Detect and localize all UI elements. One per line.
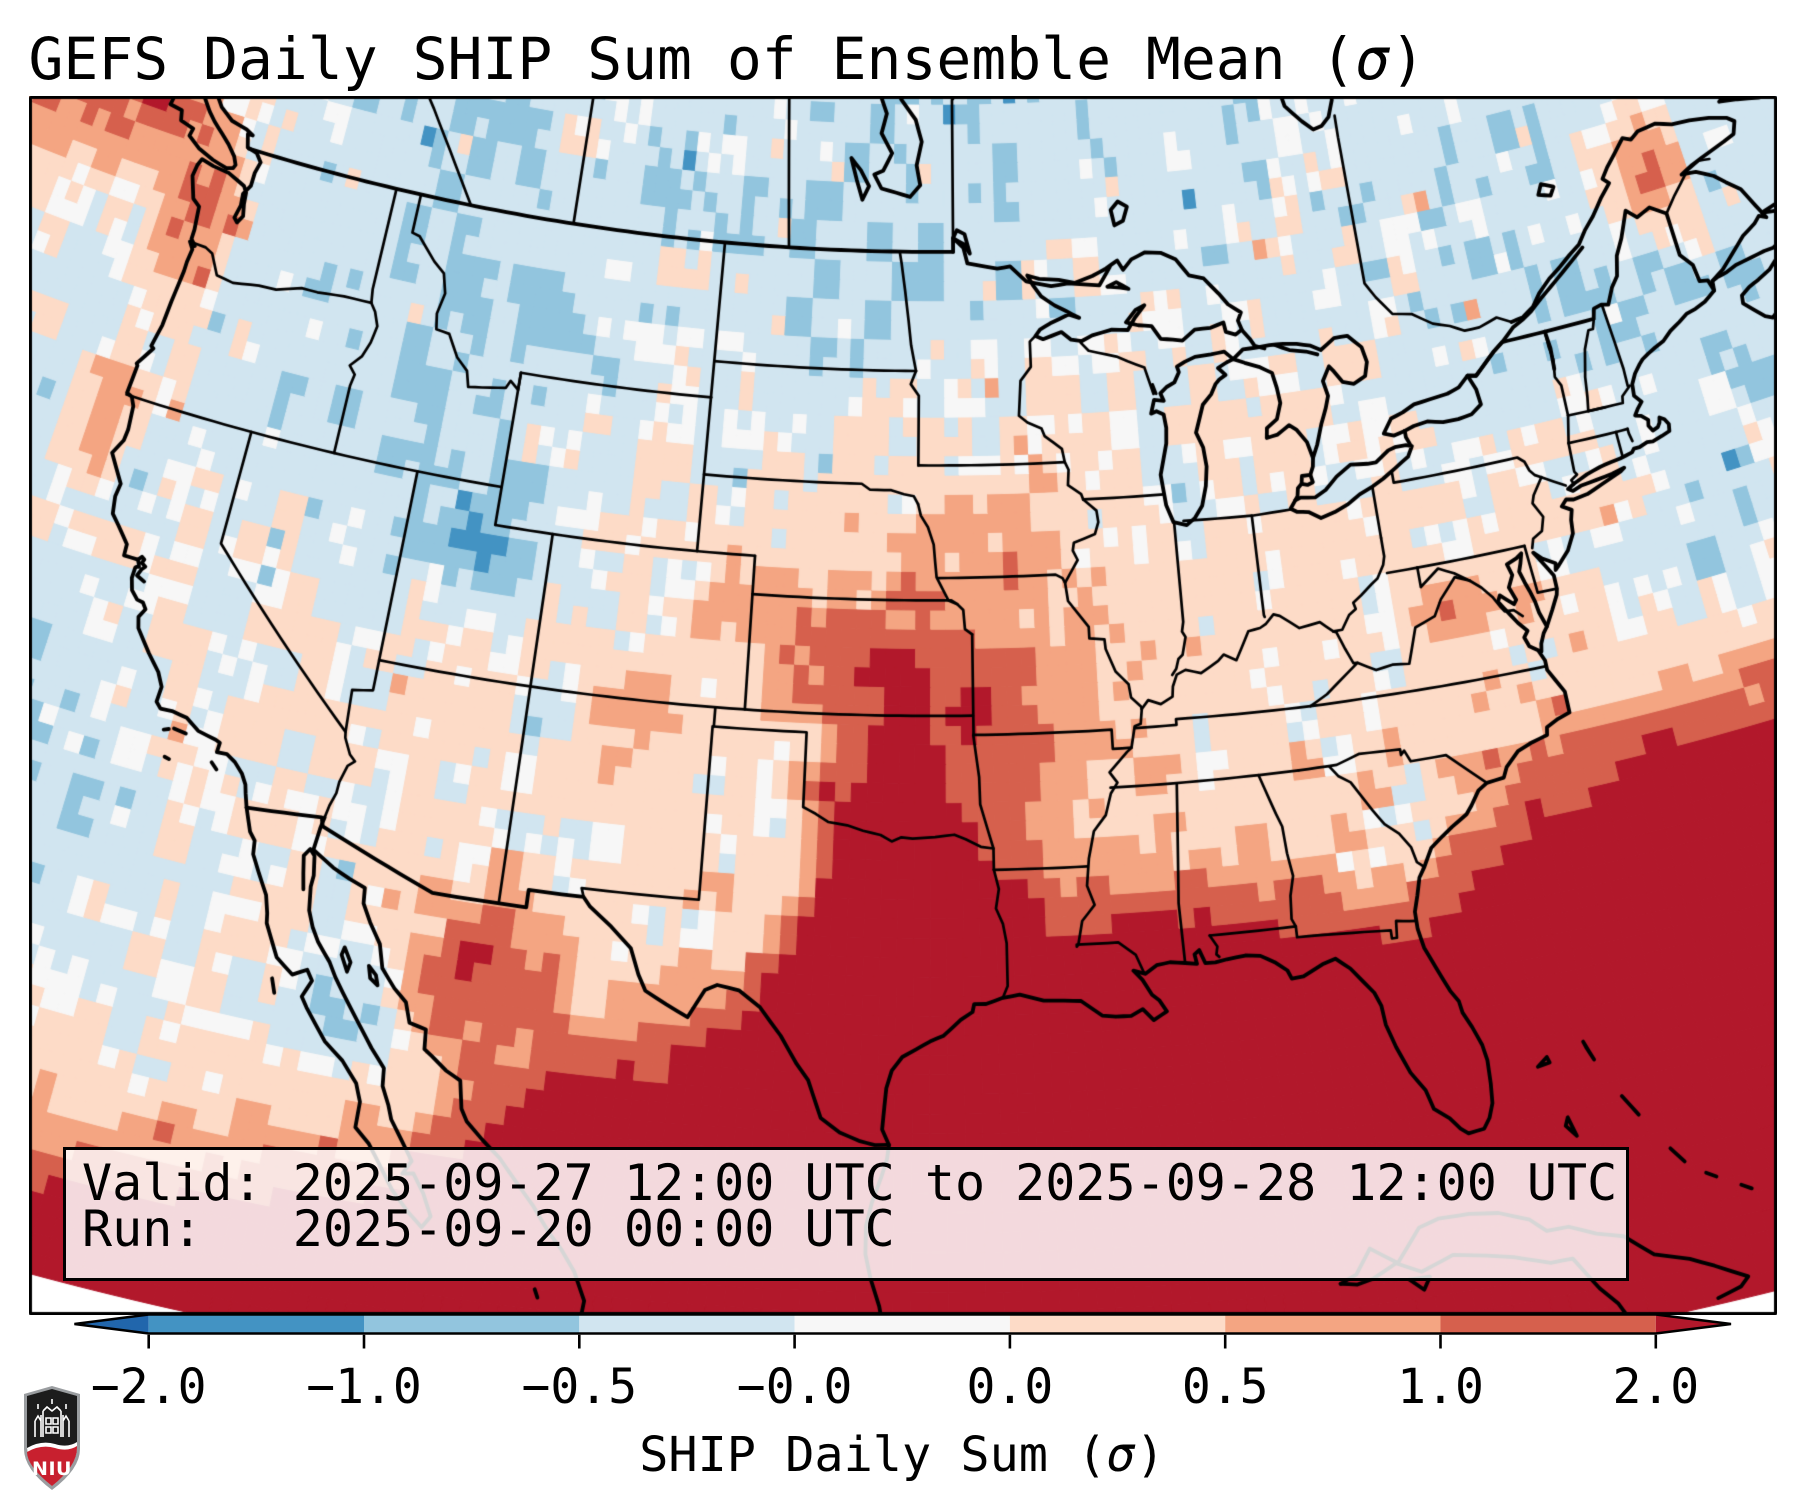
colorbar-label-text: SHIP Daily Sum (: [639, 1427, 1107, 1483]
map-canvas: [29, 96, 1777, 1315]
colorbar-segment: [1440, 1314, 1656, 1334]
colorbar-label: SHIP Daily Sum (σ): [639, 1427, 1165, 1483]
colorbar-tick-label: 2.0: [1612, 1359, 1700, 1415]
run-line: Run: 2025-09-20 00:00 UTC: [82, 1200, 895, 1258]
colorbar-label-close: ): [1135, 1427, 1165, 1483]
logo-text: NIU: [32, 1458, 72, 1480]
colorbar: [74, 1313, 1732, 1349]
colorbar-tick-label: −1.0: [306, 1359, 422, 1415]
logo-castle: [34, 1399, 70, 1437]
colorbar-segment: [1009, 1314, 1226, 1334]
logo-band: [27, 1446, 77, 1486]
colorbar-segment: [364, 1314, 580, 1334]
title-text: GEFS Daily SHIP Sum of Ensemble Mean (: [28, 24, 1356, 93]
page-title: GEFS Daily SHIP Sum of Ensemble Mean (σ): [29, 28, 1426, 90]
colorbar-tick-label: 0.5: [1181, 1359, 1269, 1415]
colorbar-segment: [1225, 1314, 1441, 1334]
colorbar-label-sigma: σ: [1106, 1427, 1136, 1483]
colorbar-tick-label: −2.0: [90, 1359, 207, 1415]
colorbar-segment: [579, 1314, 795, 1334]
colorbar-segment: [148, 1314, 364, 1334]
valid-run-box: Valid: 2025-09-27 12:00 UTC to 2025-09-2…: [63, 1147, 1629, 1281]
colorbar-tick-label: 1.0: [1397, 1359, 1484, 1415]
valid-line: Valid: 2025-09-27 12:00 UTC to 2025-09-2…: [82, 1154, 1618, 1212]
niu-logo: NIU: [24, 1386, 80, 1490]
colorbar-segment: [1655, 1314, 1731, 1334]
colorbar-tick-label: −0.5: [521, 1359, 638, 1415]
colorbar-tick-label: −0.0: [736, 1359, 853, 1415]
title-close: ): [1390, 24, 1426, 93]
colorbar-outline: [74, 1313, 1732, 1335]
colorbar-segment: [74, 1314, 149, 1334]
colorbar-segment: [794, 1314, 1010, 1334]
colorbar-tick-label: 0.0: [966, 1359, 1054, 1415]
title-sigma: σ: [1355, 24, 1391, 93]
